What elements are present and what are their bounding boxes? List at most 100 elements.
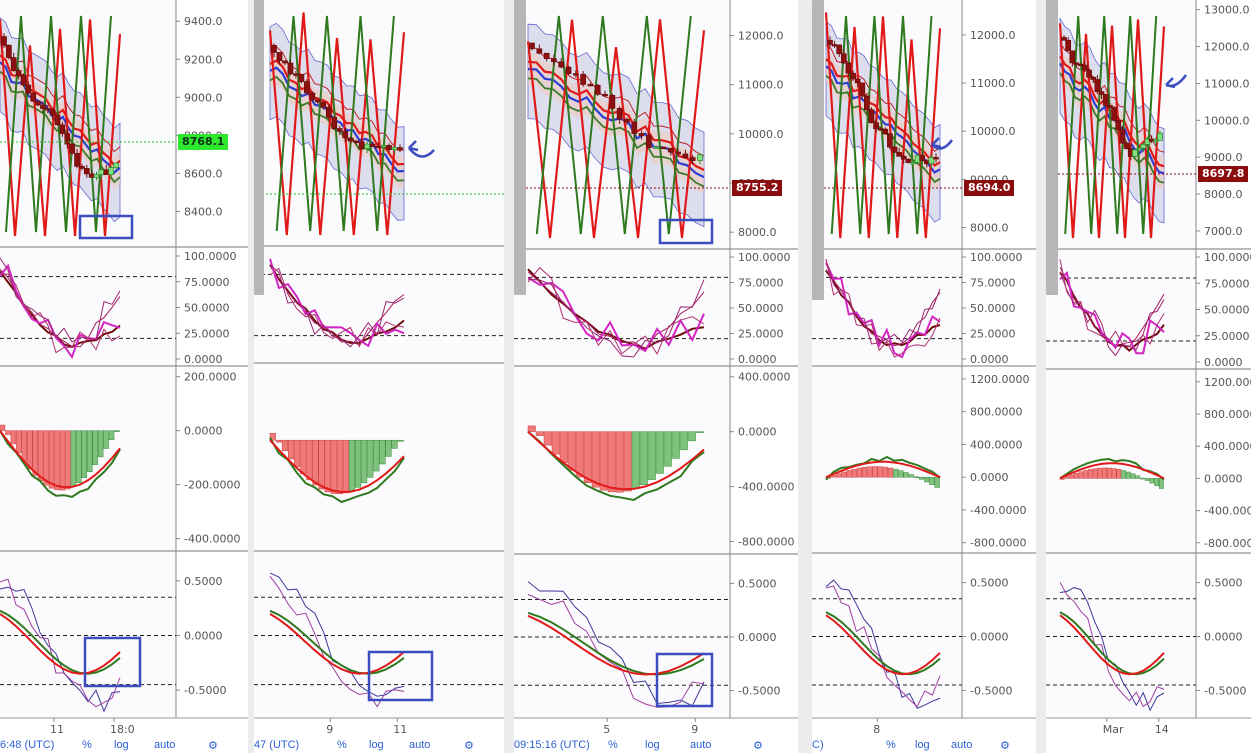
price-tick-label: 12000.0 [1204, 41, 1250, 54]
divider [504, 0, 514, 753]
stoch-tick-label: 25.0000 [970, 328, 1016, 341]
osc-line [825, 611, 941, 676]
macd-histogram-bar [306, 439, 313, 481]
stoch-line [527, 276, 705, 353]
stoch-tick-label: 75.0000 [184, 276, 230, 289]
candle-body [44, 108, 51, 111]
log-toggle[interactable]: log [915, 739, 930, 751]
macd-histogram-bar [336, 439, 343, 495]
stoch-tick-label: 50.0000 [1204, 304, 1250, 317]
price-tick-label: 9400.0 [184, 15, 223, 28]
toolbar-time-label: 47 (UTC) [254, 739, 300, 751]
gear-icon[interactable]: ⚙ [1000, 740, 1010, 752]
macd-histogram-bar [108, 430, 115, 440]
percent-toggle[interactable]: % [82, 739, 92, 751]
macd-histogram-bar [70, 430, 77, 487]
candle-body [529, 42, 535, 50]
gear-icon[interactable]: ⚙ [208, 740, 218, 752]
percent-toggle[interactable]: % [886, 739, 896, 751]
candle-body [364, 143, 370, 150]
osc-line [1059, 611, 1165, 676]
macd-histogram-bar [543, 431, 552, 446]
scrollbar[interactable] [254, 0, 264, 295]
macd-histogram-bar [872, 466, 878, 478]
macd-tick-label: -400.0000 [738, 481, 794, 494]
candle-body [287, 62, 294, 75]
highlight-box [658, 218, 714, 245]
macd-histogram-bar [867, 466, 873, 478]
percent-toggle[interactable]: % [608, 739, 618, 751]
candle-body [905, 158, 912, 163]
macd-histogram-bar [288, 439, 295, 460]
percent-toggle[interactable]: % [337, 739, 347, 751]
candle-body [1086, 69, 1092, 78]
osc-tick-label: -0.5000 [1204, 684, 1246, 697]
macd-histogram-bar [1088, 469, 1093, 479]
price-tick-label: 8000.0 [970, 222, 1009, 235]
annotation-arrowhead [931, 137, 942, 149]
gear-icon[interactable]: ⚙ [464, 740, 474, 752]
auto-toggle[interactable]: auto [154, 739, 176, 751]
highlight-box [367, 650, 434, 702]
auto-toggle[interactable]: auto [409, 739, 431, 751]
candle-body [1073, 62, 1080, 65]
candle-body [896, 152, 902, 157]
macd-histogram-bar [114, 430, 120, 432]
candle-body [1069, 50, 1076, 64]
log-toggle[interactable]: log [645, 739, 660, 751]
chart-toolbar: 6:48 (UTC)% log auto ⚙ [0, 737, 248, 753]
scrollbar[interactable] [812, 0, 824, 300]
candle-body [1098, 91, 1105, 95]
candle-body [293, 73, 299, 76]
osc-tick-label: 0.0000 [184, 630, 223, 643]
osc-line [825, 614, 941, 676]
macd-histogram-bar [535, 431, 544, 436]
candle-body [15, 70, 22, 76]
stoch-tick-label: 100.0000 [738, 251, 791, 264]
candle-body [882, 128, 889, 135]
chart-svg: 12000.011000.010000.09000.08000.0100.000… [812, 0, 1036, 736]
gear-icon[interactable]: ⚙ [753, 740, 763, 752]
candle-body [353, 140, 360, 143]
auto-toggle[interactable]: auto [690, 739, 712, 751]
chart-toolbar: 09:15:16 (UTC)% log auto ⚙ [514, 737, 798, 753]
candle-body [697, 154, 703, 161]
macd-histogram-bar [1092, 468, 1098, 479]
scrollbar[interactable] [514, 0, 526, 295]
log-toggle[interactable]: log [114, 739, 129, 751]
candle-body [609, 95, 616, 109]
macd-histogram-bar [623, 431, 632, 492]
log-toggle[interactable]: log [369, 739, 384, 751]
macd-histogram-bar [655, 431, 664, 474]
candle-body [1152, 139, 1159, 143]
macd-tick-label: 0.0000 [184, 425, 223, 438]
candle-body [689, 157, 696, 161]
candle-body [933, 157, 939, 160]
candle-body [631, 121, 638, 134]
candle-body [1082, 64, 1088, 71]
osc-line [0, 578, 121, 708]
macd-histogram-bar [81, 430, 88, 479]
chart-toolbar: C)% log auto ⚙ [812, 737, 1036, 753]
macd-histogram-bar [54, 430, 60, 491]
macd-histogram-bar [836, 473, 842, 478]
candle-body [900, 155, 907, 160]
macd-histogram-bar [1125, 471, 1131, 479]
auto-toggle[interactable]: auto [951, 739, 973, 751]
price-tick-label: 11000.0 [1204, 77, 1250, 90]
macd-histogram-bar [679, 431, 688, 451]
scrollbar[interactable] [1046, 0, 1058, 295]
macd-histogram-bar [43, 430, 49, 486]
candle-body [59, 124, 66, 134]
stoch-tick-label: 0.0000 [1204, 356, 1243, 369]
macd-tick-label: 400.0000 [1204, 440, 1251, 453]
macd-histogram-bar [567, 431, 576, 471]
candle-body [336, 128, 343, 132]
divider [1036, 0, 1046, 753]
osc-line [269, 613, 405, 675]
macd-line [825, 455, 941, 481]
macd-histogram-bar [631, 431, 640, 489]
price-tick-label: 11000.0 [970, 77, 1016, 90]
candle-body [314, 99, 321, 103]
stoch-tick-label: 50.0000 [184, 302, 230, 315]
